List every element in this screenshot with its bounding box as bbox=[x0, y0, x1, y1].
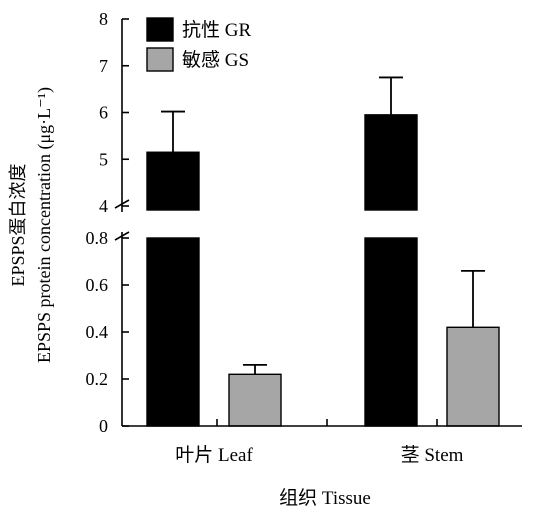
bar-gr bbox=[364, 114, 418, 211]
y-tick-label: 7 bbox=[99, 56, 108, 76]
legend-swatch bbox=[146, 17, 174, 42]
legend-label: 敏感 GS bbox=[182, 49, 249, 71]
y-tick-label: 0 bbox=[99, 416, 108, 436]
bar-gr bbox=[146, 151, 200, 211]
x-tick-label: 茎 Stem bbox=[401, 444, 464, 466]
y-tick-label: 0.4 bbox=[86, 322, 109, 342]
y-tick-label: 8 bbox=[99, 9, 108, 29]
legend-swatch bbox=[146, 47, 174, 72]
bar-gr-lower-segment bbox=[146, 237, 200, 427]
axis-break-mark bbox=[114, 231, 130, 241]
y-axis-label-line1: EPSPS蛋白浓度 bbox=[8, 163, 28, 286]
text-layer: 组织 Tissue EPSPS蛋白浓度 EPSPS protein concen… bbox=[8, 9, 464, 509]
axis-break-mark bbox=[114, 199, 130, 209]
bars-layer bbox=[146, 76, 500, 427]
y-tick-label: 4 bbox=[99, 196, 108, 216]
y-tick-label: 5 bbox=[99, 149, 108, 169]
x-axis-label: 组织 Tissue bbox=[279, 487, 371, 509]
y-tick-label: 0.8 bbox=[86, 228, 109, 248]
legend-label: 抗性 GR bbox=[182, 19, 251, 41]
bar-gs bbox=[228, 373, 282, 427]
y-tick-label: 6 bbox=[99, 103, 108, 123]
bar-gr-lower-segment bbox=[364, 237, 418, 427]
y-tick-label: 0.2 bbox=[86, 369, 109, 389]
legend: 抗性 GR 敏感 GS bbox=[146, 17, 251, 72]
bar-gs bbox=[446, 326, 500, 427]
x-tick-label: 叶片 Leaf bbox=[175, 444, 253, 466]
y-tick-label: 0.6 bbox=[86, 275, 109, 295]
axes-layer bbox=[114, 18, 522, 427]
y-axis-label-line2: EPSPS protein concentration (μg·L⁻¹) bbox=[34, 87, 55, 363]
